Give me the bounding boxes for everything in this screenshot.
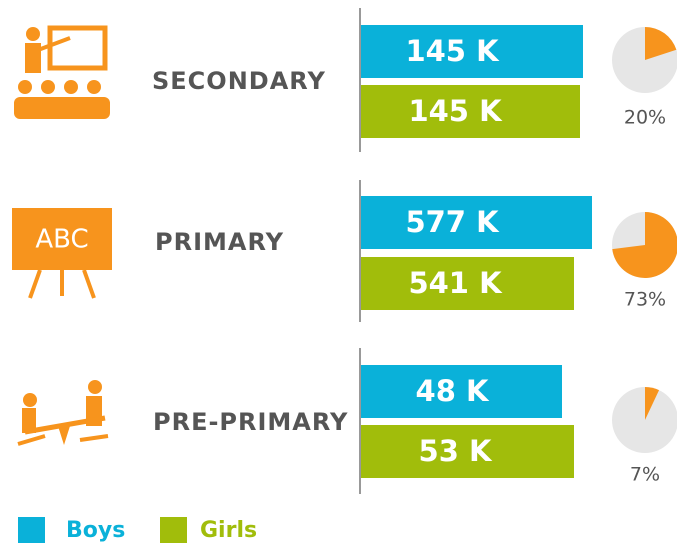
rows: SECONDARY 145 K 145 K 20% PRIMARY 577 K 541 K 7… [152,8,677,494]
legend-label: Boys [66,518,125,543]
pie-slice [612,212,677,278]
legend-label: Girls [200,518,257,543]
bar-label: 577 K [405,205,500,239]
bar-girls [360,257,574,310]
icon-teacher [14,25,110,119]
pie-background [612,387,677,453]
pie-label: 73% [624,289,666,311]
bar-boys [360,196,592,249]
bar-girls [360,425,574,478]
bar-label: 145 K [405,34,500,68]
bar-label: 48 K [416,374,490,408]
bar-label: 541 K [408,266,503,300]
legend-swatch [160,517,187,543]
icon-blackboard: ABC [12,208,112,299]
bar-label: 53 K [419,434,493,468]
svg-text:ABC: ABC [35,225,88,255]
pie-slice [645,27,677,60]
row-label: PRIMARY [155,228,284,256]
icon-seesaw [17,380,109,446]
bar-boys [360,365,562,418]
bar-girls [360,85,580,138]
legend: Boys Girls [18,517,257,543]
pie-label: 7% [630,464,660,486]
row-label: PRE-PRIMARY [153,408,348,436]
bar-label: 145 K [408,94,503,128]
pie-label: 20% [624,107,666,129]
row-label: SECONDARY [152,67,326,95]
legend-swatch [18,517,45,543]
bar-boys [360,25,583,78]
pie-slice [645,387,660,420]
